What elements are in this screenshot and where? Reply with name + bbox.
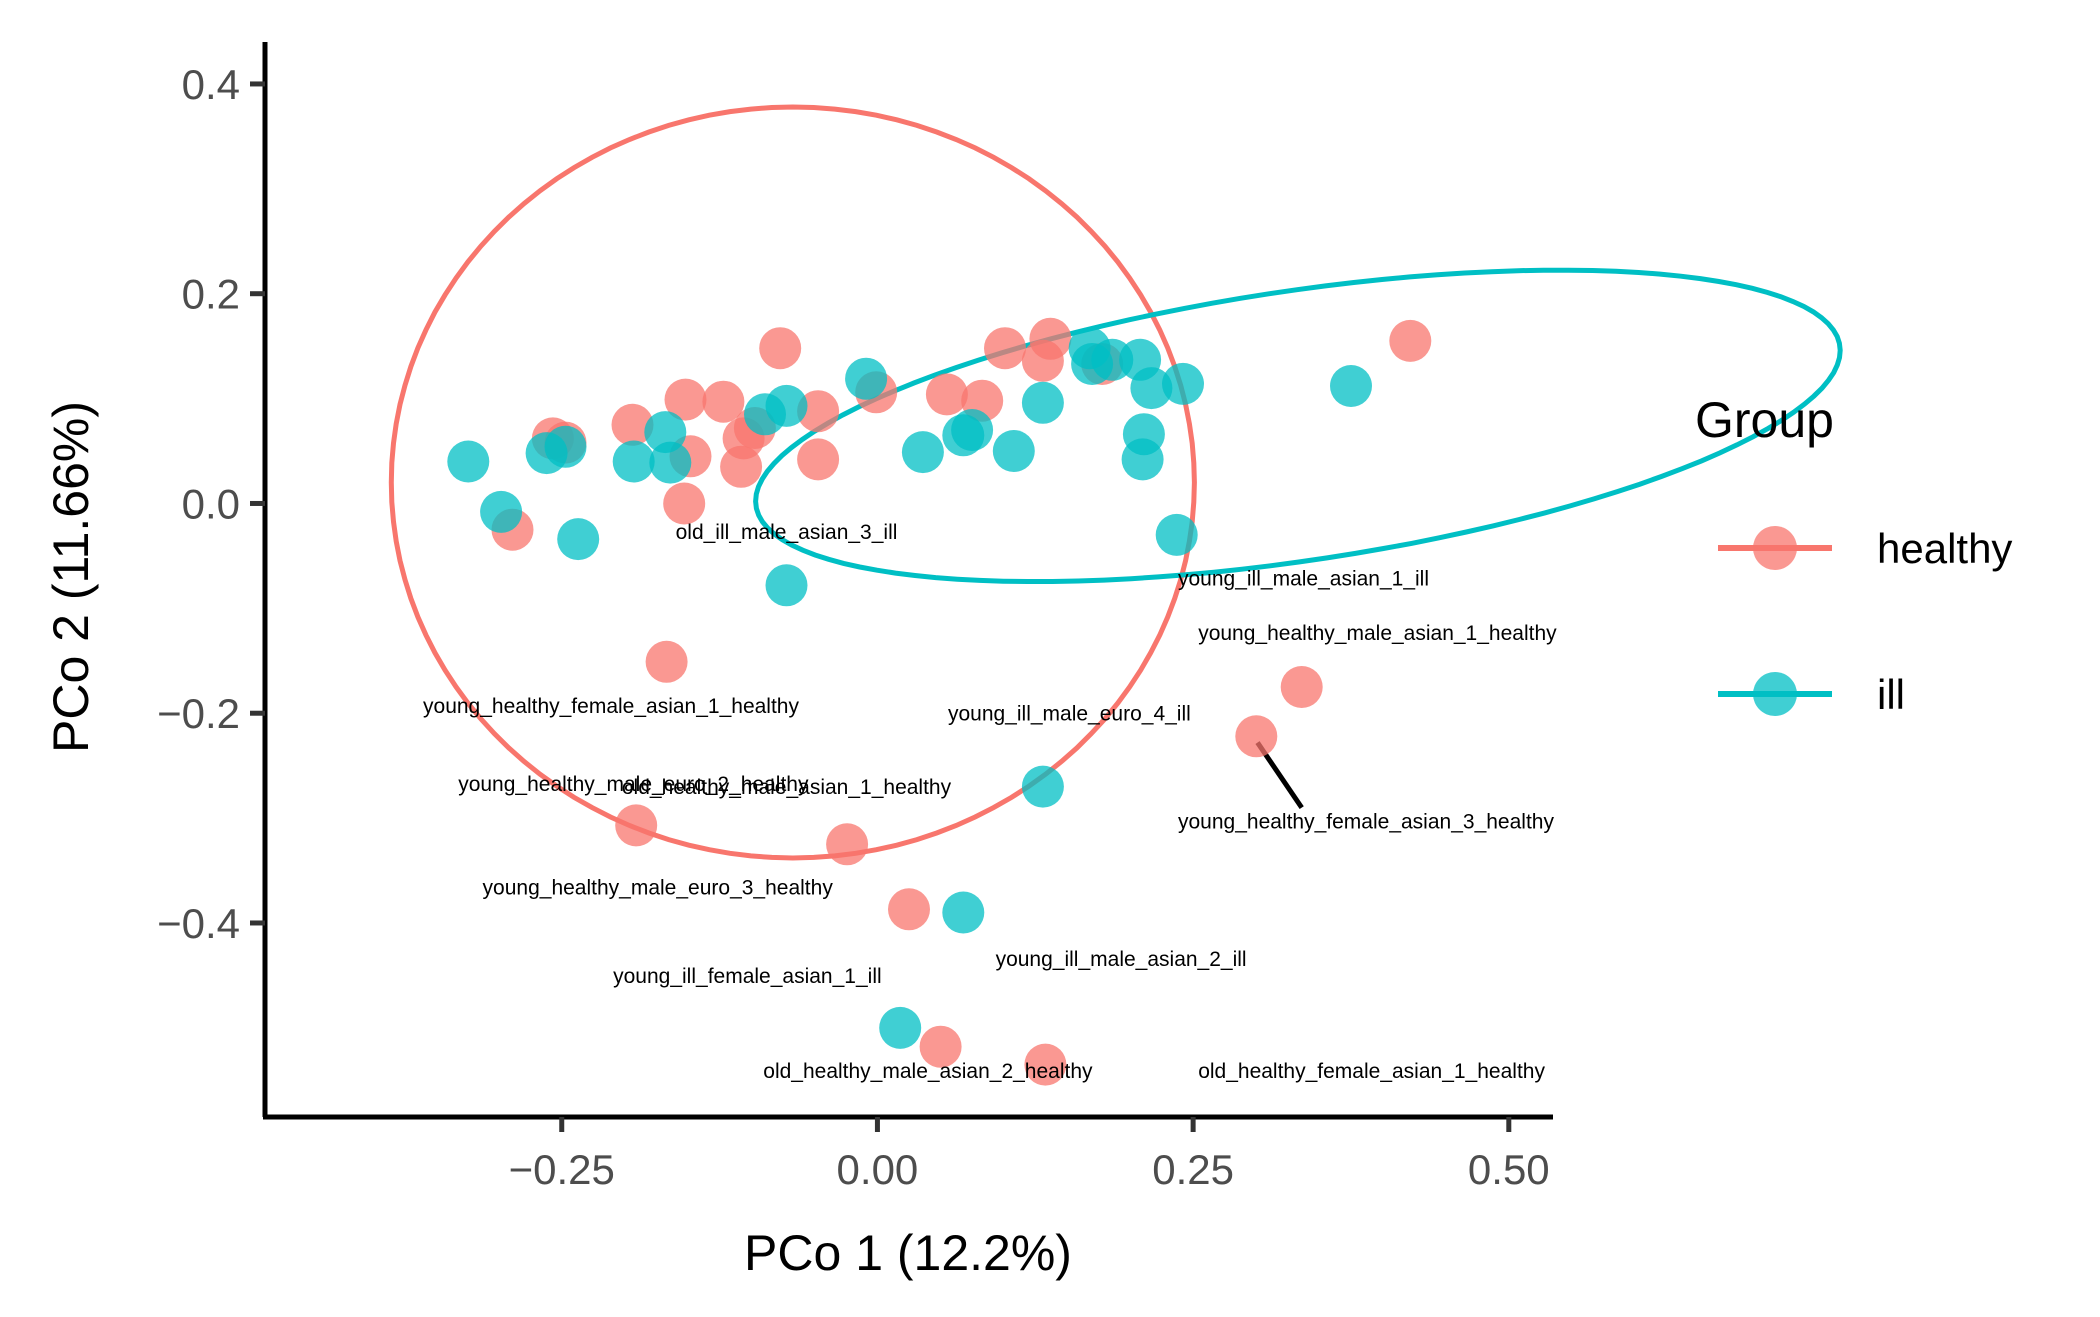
point-healthy-27 xyxy=(888,888,930,931)
y-axis-title: PCo 2 (11.66%) xyxy=(43,401,99,753)
legend-key-point-ill xyxy=(1753,672,1797,716)
legend: Group healthy ill xyxy=(1695,392,2012,718)
point-healthy-22 xyxy=(645,640,688,683)
point-healthy-15 xyxy=(925,373,968,416)
point-ill-0 xyxy=(447,440,490,483)
legend-key-point-healthy xyxy=(1753,526,1797,570)
point-ill-3 xyxy=(544,425,587,468)
point-label-6: old_healthy_male_asian_1_healthy xyxy=(622,776,952,799)
data-points xyxy=(447,317,1432,1086)
point-healthy-11 xyxy=(797,438,840,481)
point-ill-21 xyxy=(1121,438,1164,481)
x-tick-label-2: 0.25 xyxy=(1152,1146,1234,1193)
point-healthy-9 xyxy=(759,327,802,370)
point-ill-11 xyxy=(901,431,944,474)
axes xyxy=(262,42,1553,1120)
point-ill-24 xyxy=(1330,365,1372,407)
point-label-2: young_healthy_male_asian_1_healthy xyxy=(1198,622,1557,645)
legend-title: Group xyxy=(1695,392,1834,448)
y-tick-label-0: 0.4 xyxy=(182,61,240,108)
point-healthy-24 xyxy=(1235,715,1278,758)
point-healthy-19 xyxy=(1029,317,1072,360)
point-healthy-3 xyxy=(664,378,707,421)
point-ill-23 xyxy=(1162,362,1204,405)
point-ill-7 xyxy=(649,441,692,484)
legend-label-ill: ill xyxy=(1877,671,1905,718)
x-tick-label-1: 0.00 xyxy=(837,1146,919,1193)
point-ill-22 xyxy=(1130,367,1173,410)
point-ill-10 xyxy=(845,357,888,400)
point-label-11: old_healthy_male_asian_2_healthy xyxy=(763,1060,1093,1083)
point-label-7: young_healthy_female_asian_3_healthy xyxy=(1178,811,1554,834)
point-ill-29 xyxy=(879,1006,922,1049)
ellipse-ill xyxy=(753,267,1843,584)
x-tick-label-0: −0.25 xyxy=(509,1146,615,1193)
point-ill-9 xyxy=(765,384,808,427)
point-ill-27 xyxy=(1021,765,1064,808)
point-healthy-21 xyxy=(1389,319,1432,362)
point-healthy-29 xyxy=(1024,1043,1067,1086)
point-healthy-2 xyxy=(611,403,654,446)
y-tick-label-1: 0.2 xyxy=(182,271,240,318)
point-healthy-28 xyxy=(919,1025,962,1068)
point-healthy-12 xyxy=(663,482,706,525)
point-healthy-17 xyxy=(984,327,1026,370)
point-ill-26 xyxy=(765,564,808,607)
point-healthy-23 xyxy=(1280,666,1323,708)
point-ill-1 xyxy=(480,490,523,533)
point-labels: old_ill_male_asian_3_ill young_ill_male_a… xyxy=(423,521,1557,1083)
point-ill-28 xyxy=(942,891,985,934)
ellipse-healthy xyxy=(388,104,1197,861)
y-axis-ticks: 0.4 0.2 0.0 −0.2 −0.4 xyxy=(157,61,265,947)
point-label-3: young_healthy_female_asian_1_healthy xyxy=(423,695,799,718)
point-label-10: young_ill_female_asian_1_ill xyxy=(613,965,882,988)
point-label-9: young_ill_male_asian_2_ill xyxy=(996,948,1247,971)
point-healthy-10 xyxy=(797,390,840,433)
point-healthy-26 xyxy=(826,823,869,866)
confidence-ellipses xyxy=(388,104,1843,861)
point-label-1: young_ill_male_asian_1_ill xyxy=(1178,567,1429,590)
point-label-5: young_healthy_male_euro_2_healthy xyxy=(458,773,809,796)
point-ill-15 xyxy=(1021,381,1064,424)
x-axis-ticks: −0.25 0.00 0.25 0.50 xyxy=(509,1117,1550,1193)
x-tick-label-3: 0.50 xyxy=(1468,1146,1550,1193)
point-ill-14 xyxy=(992,430,1035,472)
point-healthy-25 xyxy=(615,804,658,847)
y-tick-label-4: −0.4 xyxy=(157,900,240,947)
legend-label-healthy: healthy xyxy=(1877,525,2012,572)
point-ill-4 xyxy=(557,518,600,561)
y-tick-label-2: 0.0 xyxy=(182,480,240,527)
point-ill-25 xyxy=(1155,513,1198,556)
x-axis-title: PCo 1 (12.2%) xyxy=(744,1225,1072,1281)
point-healthy-5 xyxy=(702,380,745,423)
point-ill-5 xyxy=(612,440,655,483)
point-label-0: old_ill_male_asian_3_ill xyxy=(676,521,898,544)
y-tick-label-3: −0.2 xyxy=(157,690,240,737)
point-label-8: young_healthy_male_euro_3_healthy xyxy=(483,877,834,900)
point-ill-13 xyxy=(951,409,994,451)
point-label-4: young_ill_male_euro_4_ill xyxy=(948,703,1191,726)
point-label-12: old_healthy_female_asian_1_healthy xyxy=(1198,1060,1545,1083)
